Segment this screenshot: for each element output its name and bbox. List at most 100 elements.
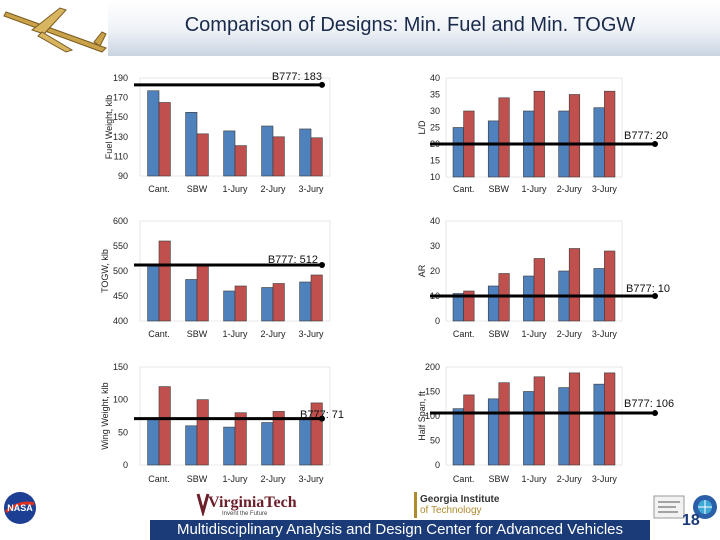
- category-label: Cant.: [453, 184, 475, 194]
- reference-label: B777: 10: [626, 283, 670, 295]
- bar: [234, 145, 247, 177]
- y-tick-label: 35: [430, 90, 440, 100]
- virginia-tech-name: VirginiaTech: [208, 494, 297, 511]
- bar: [196, 399, 209, 466]
- bar: [568, 372, 581, 466]
- y-axis-label: TOGW, klb: [100, 249, 110, 293]
- reference-line-end: [319, 415, 325, 422]
- bar: [593, 107, 605, 178]
- bar: [272, 411, 285, 466]
- bar: [487, 285, 500, 322]
- category-label: 2-Jury: [557, 329, 583, 339]
- bar: [223, 130, 236, 177]
- bar: [523, 275, 535, 322]
- category-label: SBW: [187, 474, 208, 484]
- bar: [234, 412, 247, 466]
- y-tick-label: 10: [430, 172, 440, 182]
- bar: [463, 290, 475, 322]
- reference-line-end: [319, 262, 325, 268]
- category-label: 3-Jury: [592, 329, 618, 339]
- footer-band: [150, 520, 650, 540]
- reference-label: B777: 512: [268, 254, 318, 266]
- bar: [261, 287, 274, 322]
- category-label: Cant.: [148, 474, 170, 484]
- reference-line-end: [319, 81, 325, 88]
- reference-line-end: [652, 141, 658, 147]
- nasa-logo-icon: NASA: [4, 492, 36, 524]
- bar: [185, 112, 198, 177]
- category-label: 2-Jury: [260, 184, 286, 194]
- slide-title: Comparison of Designs: Min. Fuel and Min…: [184, 14, 636, 36]
- category-label: 3-Jury: [592, 184, 618, 194]
- y-tick-label: 40: [430, 73, 440, 83]
- category-label: 2-Jury: [557, 184, 583, 194]
- category-label: 2-Jury: [260, 329, 286, 339]
- category-label: 3-Jury: [298, 184, 324, 194]
- bar: [604, 90, 616, 178]
- y-tick-label: 30: [430, 241, 440, 251]
- y-tick-label: 500: [113, 266, 128, 276]
- bar: [533, 376, 545, 466]
- bar: [147, 90, 160, 177]
- reference-label: B777: 106: [624, 398, 674, 410]
- bar: [533, 258, 545, 322]
- bar: [593, 383, 605, 466]
- bar: [158, 102, 171, 177]
- category-label: 2-Jury: [260, 474, 286, 484]
- y-axis-label: Wing Weight, klb: [100, 382, 110, 449]
- bar: [196, 133, 209, 177]
- bar: [558, 387, 570, 466]
- category-label: SBW: [489, 474, 510, 484]
- bar: [223, 426, 236, 466]
- bar: [498, 97, 510, 178]
- header-band: [108, 0, 720, 56]
- bar: [158, 240, 171, 322]
- bar: [310, 402, 323, 466]
- category-label: 1-Jury: [222, 184, 248, 194]
- svg-text:NASA: NASA: [7, 503, 33, 513]
- y-tick-label: 170: [113, 93, 128, 103]
- bar: [533, 90, 545, 178]
- bar: [568, 94, 581, 178]
- bar: [185, 425, 198, 466]
- bar: [604, 372, 616, 466]
- y-axis-label: AR: [417, 264, 427, 277]
- bar: [568, 248, 581, 322]
- y-tick-label: 450: [113, 291, 128, 301]
- y-tick-label: 0: [123, 460, 128, 470]
- virginia-tech-tagline: Invent the Future: [222, 511, 268, 517]
- y-tick-label: 15: [430, 156, 440, 166]
- category-label: 1-Jury: [521, 329, 547, 339]
- y-tick-label: 90: [118, 171, 128, 181]
- footer-text: Multidisciplinary Analysis and Design Ce…: [176, 521, 624, 538]
- y-tick-label: 150: [113, 112, 128, 122]
- georgia-tech-name: Georgia Institute: [420, 494, 500, 505]
- y-tick-label: 100: [425, 411, 440, 421]
- bar: [223, 290, 236, 322]
- category-label: 1-Jury: [222, 474, 248, 484]
- bar: [158, 386, 171, 466]
- page-number: 18: [682, 512, 700, 529]
- footer: NASA VirginiaTech Invent the Future Geor…: [0, 488, 720, 540]
- bar: [463, 394, 475, 466]
- reference-label: B777: 71: [300, 409, 344, 421]
- bar: [234, 285, 247, 322]
- y-tick-label: 30: [430, 106, 440, 116]
- y-axis-label: Half Span, ft: [417, 391, 427, 441]
- y-axis-label: L/D: [417, 120, 427, 135]
- y-tick-label: 20: [430, 266, 440, 276]
- category-label: 1-Jury: [222, 329, 248, 339]
- bar: [299, 128, 312, 177]
- category-label: 3-Jury: [298, 474, 324, 484]
- y-tick-label: 100: [113, 395, 128, 405]
- y-tick-label: 130: [113, 132, 128, 142]
- y-tick-label: 0: [435, 316, 440, 326]
- y-tick-label: 190: [113, 73, 128, 83]
- bar: [523, 391, 535, 466]
- bar: [272, 136, 285, 177]
- bar: [299, 418, 312, 466]
- bar: [310, 274, 323, 322]
- seal-logo-icon: [653, 495, 685, 519]
- bar: [452, 408, 464, 466]
- category-label: 3-Jury: [592, 474, 618, 484]
